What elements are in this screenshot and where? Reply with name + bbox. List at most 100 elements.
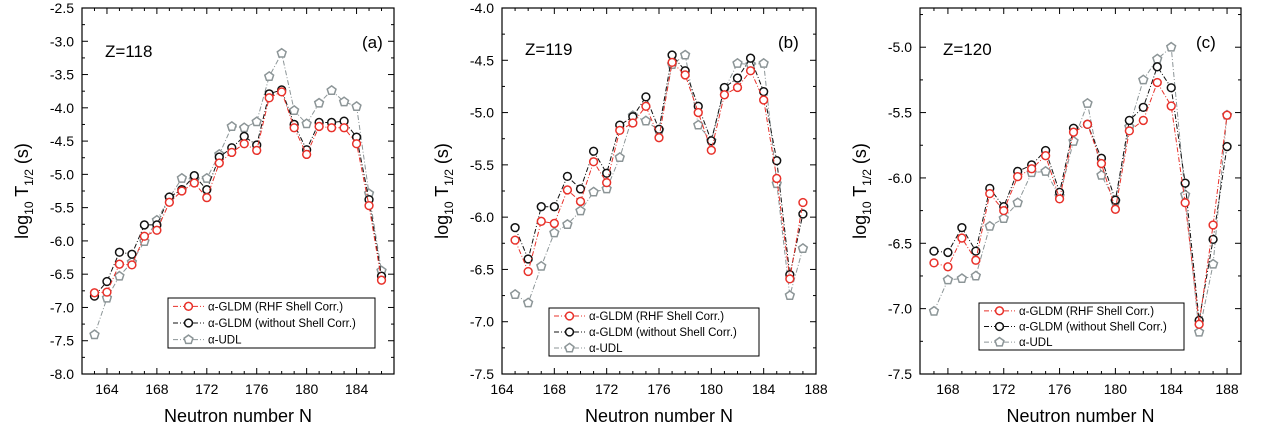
- data-point: [201, 172, 213, 183]
- data-point: [667, 57, 677, 68]
- series-3: [928, 41, 1233, 337]
- data-point: [251, 116, 262, 127]
- data-point: [549, 227, 560, 238]
- legend-marker: [183, 334, 194, 345]
- x-tick-label: 172: [595, 381, 619, 397]
- data-point: [314, 121, 324, 132]
- data-point: [942, 274, 954, 285]
- data-point: [1124, 126, 1134, 136]
- data-point: [549, 218, 559, 229]
- series-line: [94, 89, 382, 297]
- y-tick-label: -5.5: [50, 200, 74, 216]
- data-point: [510, 235, 520, 245]
- y-axis-label: log10 T1/2 (s): [12, 143, 36, 239]
- data-point: [289, 123, 299, 133]
- series-2: [929, 62, 1232, 326]
- y-tick-label: -4.0: [470, 0, 494, 16]
- y-tick-label: -6.0: [50, 233, 74, 249]
- legend-box: [167, 297, 376, 349]
- data-point: [732, 82, 743, 93]
- data-point: [956, 273, 968, 284]
- data-point: [641, 101, 651, 111]
- legend-label: α-UDL: [589, 343, 623, 355]
- series-line: [933, 81, 1228, 325]
- data-point: [549, 202, 559, 212]
- data-point: [239, 122, 250, 133]
- y-tick-label: -5.0: [888, 39, 912, 55]
- data-point: [127, 249, 137, 259]
- data-point: [562, 171, 573, 182]
- x-tick-label: 164: [490, 381, 514, 397]
- series-line: [933, 65, 1228, 321]
- legend-marker: [994, 306, 1005, 316]
- data-point: [114, 270, 125, 281]
- data-point: [364, 200, 374, 211]
- panel-label: (b): [778, 33, 799, 52]
- data-point: [1166, 83, 1176, 93]
- series-line: [514, 61, 804, 279]
- data-point: [628, 118, 638, 128]
- y-tick-label: -2.5: [50, 0, 74, 16]
- series-1: [510, 57, 808, 284]
- y-tick-label: -6.0: [888, 170, 912, 186]
- data-point: [641, 92, 651, 102]
- y-tick-label: -7.0: [888, 301, 912, 317]
- legend-marker: [564, 327, 575, 337]
- data-point: [732, 57, 743, 68]
- data-point: [239, 139, 249, 149]
- data-point: [1207, 258, 1219, 269]
- data-point: [1138, 74, 1149, 85]
- z-annotation: Z=120: [943, 40, 992, 59]
- data-point: [139, 220, 150, 230]
- data-point: [798, 209, 808, 219]
- x-tick-label: 176: [1048, 381, 1072, 397]
- data-point: [1194, 319, 1204, 329]
- y-tick-label: -3.0: [50, 33, 74, 49]
- y-tick-label: -6.5: [888, 235, 912, 251]
- x-tick-label: 168: [145, 381, 169, 397]
- data-point: [114, 247, 125, 257]
- data-point: [1166, 101, 1176, 111]
- data-point: [654, 133, 664, 143]
- data-point: [277, 87, 287, 97]
- y-tick-label: -7.5: [50, 333, 74, 349]
- data-point: [1165, 41, 1177, 52]
- data-point: [798, 197, 808, 208]
- data-point: [1096, 169, 1107, 180]
- legend: α-GLDM (RHF Shell Corr.) α-GLDM (without …: [978, 302, 1185, 351]
- x-axis-label: Neutron number N: [585, 406, 733, 426]
- data-point: [102, 287, 112, 297]
- legend-marker: [183, 301, 194, 311]
- legend-box: [978, 302, 1185, 351]
- data-point: [139, 231, 150, 241]
- chart-panel-3: 168 172 176 180 184 188 -7.5 -7.0 -6.5 -6.0 -5.5 -5…: [850, 7, 1242, 426]
- x-tick-label: 188: [804, 381, 828, 397]
- data-point: [1138, 115, 1148, 126]
- data-point: [227, 147, 237, 158]
- data-point: [536, 260, 547, 271]
- data-point: [326, 123, 337, 133]
- data-point: [351, 139, 362, 149]
- data-point: [1082, 119, 1093, 129]
- data-point: [575, 184, 586, 194]
- x-axis-label: Neutron number N: [1006, 406, 1154, 426]
- x-tick-label: 164: [95, 381, 119, 397]
- data-point: [536, 202, 546, 212]
- data-point: [928, 305, 940, 316]
- data-point: [326, 84, 337, 95]
- data-point: [575, 205, 586, 216]
- data-point: [562, 218, 573, 229]
- data-point: [536, 216, 546, 226]
- data-point: [654, 124, 664, 134]
- data-point: [301, 149, 312, 160]
- data-point: [602, 177, 612, 188]
- data-point: [263, 70, 275, 82]
- data-point: [1152, 53, 1163, 64]
- data-point: [338, 96, 350, 107]
- data-point: [1013, 171, 1023, 182]
- data-point: [1208, 220, 1218, 230]
- y-tick-label: -8.0: [50, 366, 74, 382]
- data-point: [164, 197, 175, 207]
